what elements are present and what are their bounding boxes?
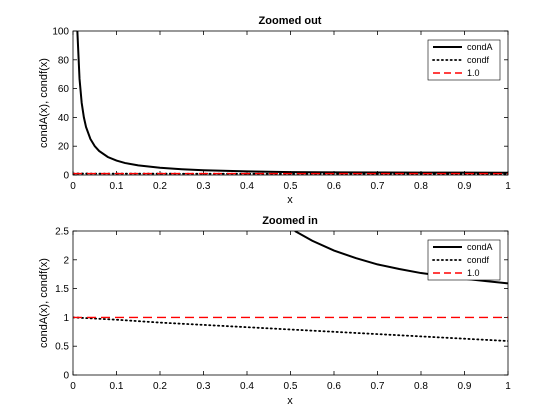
zoomed-in-y-axis-label: condA(x), condf(x) <box>38 258 50 348</box>
zoomed-in-legend-samples <box>432 246 463 274</box>
zoomed-in-y-tick-label: 0 <box>63 371 69 382</box>
zoomed-out-title: Zoomed out <box>259 15 322 27</box>
zoomed-out-y-tick-label: 20 <box>58 142 70 153</box>
zoomed-in-x-tick-label: 0.2 <box>153 381 167 392</box>
zoomed-out-legend: condA condf 1.0 <box>427 39 501 81</box>
zoomed-in-axes-frame <box>72 230 509 376</box>
zoomed-out-x-tick-label: 0.7 <box>371 181 385 192</box>
zoomed-in-legend-label-condf: condf <box>467 255 490 265</box>
zoomed-in-x-axis-label: x <box>287 395 293 407</box>
zoomed-in-legend: condA condf 1.0 <box>427 239 501 281</box>
zoomed-out-x-tick-label: 0.3 <box>197 181 211 192</box>
zoomed-in-x-tick-label: 0.5 <box>284 381 298 392</box>
zoomed-out-legend-label-condA: condA <box>467 42 493 52</box>
zoomed-out-x-tick-label: 0.1 <box>110 181 124 192</box>
zoomed-out-y-tick-label: 40 <box>58 113 70 124</box>
zoomed-out-axes-frame <box>72 30 509 176</box>
zoomed-out-legend-label-1.0: 1.0 <box>467 68 480 78</box>
zoomed-in-x-tick-label: 0.1 <box>110 381 124 392</box>
zoomed-out-plot: Zoomed out x condA(x), condf(x) 0 0.1 0.2 0… <box>38 15 511 206</box>
zoomed-out-x-tick-label: 0.5 <box>284 181 298 192</box>
zoomed-out-x-tick-label: 0.4 <box>240 181 254 192</box>
zoomed-out-x-axis-label: x <box>287 194 293 206</box>
zoomed-out-y-tick-label: 80 <box>58 55 70 66</box>
zoomed-in-x-tick-label: 0.8 <box>414 381 428 392</box>
zoomed-out-y-tick-label: 60 <box>58 84 70 95</box>
zoomed-out-x-tick-label: 0.8 <box>414 181 428 192</box>
zoomed-out-y-tick-label: 0 <box>63 171 69 182</box>
zoomed-in-y-tick-label: 0.5 <box>55 342 69 353</box>
zoomed-in-x-tick-label: 0.9 <box>458 381 472 392</box>
zoomed-in-x-tick-label: 1 <box>505 381 511 392</box>
zoomed-in-y-tick-label: 1 <box>63 313 69 324</box>
zoomed-in-y-tick-label: 2 <box>63 255 69 266</box>
zoomed-in-title: Zoomed in <box>262 215 318 227</box>
zoomed-in-legend-label-condA: condA <box>467 242 493 252</box>
zoomed-out-y-axis-label: condA(x), condf(x) <box>38 58 50 148</box>
zoomed-in-y-tick-label: 2.5 <box>55 227 69 238</box>
zoomed-out-legend-label-condf: condf <box>467 55 490 65</box>
zoomed-out-x-tick-label: 0.2 <box>153 181 167 192</box>
zoomed-out-x-tick-label: 1 <box>505 181 511 192</box>
zoomed-out-x-tick-label: 0.9 <box>458 181 472 192</box>
zoomed-in-x-tick-label: 0.4 <box>240 381 254 392</box>
zoomed-in-x-tick-label: 0 <box>70 381 76 392</box>
zoomed-out-legend-samples <box>432 46 463 74</box>
zoomed-out-series-condA-line <box>76 31 508 174</box>
zoomed-in-ticks: 0 0.1 0.2 0.3 0.4 0.5 0.6 0.7 0.8 0.9 1 0 0.5 1 1.5 2 2.… <box>55 227 511 393</box>
zoomed-in-x-tick-label: 0.7 <box>371 381 385 392</box>
zoomed-out-series <box>73 31 508 175</box>
zoomed-out-y-tick-label: 100 <box>52 27 69 38</box>
zoomed-in-x-tick-label: 0.6 <box>327 381 341 392</box>
zoomed-in-x-tick-label: 0.3 <box>197 381 211 392</box>
zoomed-in-legend-label-1.0: 1.0 <box>467 268 480 278</box>
zoomed-in-plot: Zoomed in x condA(x), condf(x) 0 0.1 0.2 0.… <box>38 215 511 407</box>
zoomed-out-x-tick-label: 0.6 <box>327 181 341 192</box>
zoomed-in-y-tick-label: 1.5 <box>55 284 69 295</box>
zoomed-out-x-tick-label: 0 <box>70 181 76 192</box>
